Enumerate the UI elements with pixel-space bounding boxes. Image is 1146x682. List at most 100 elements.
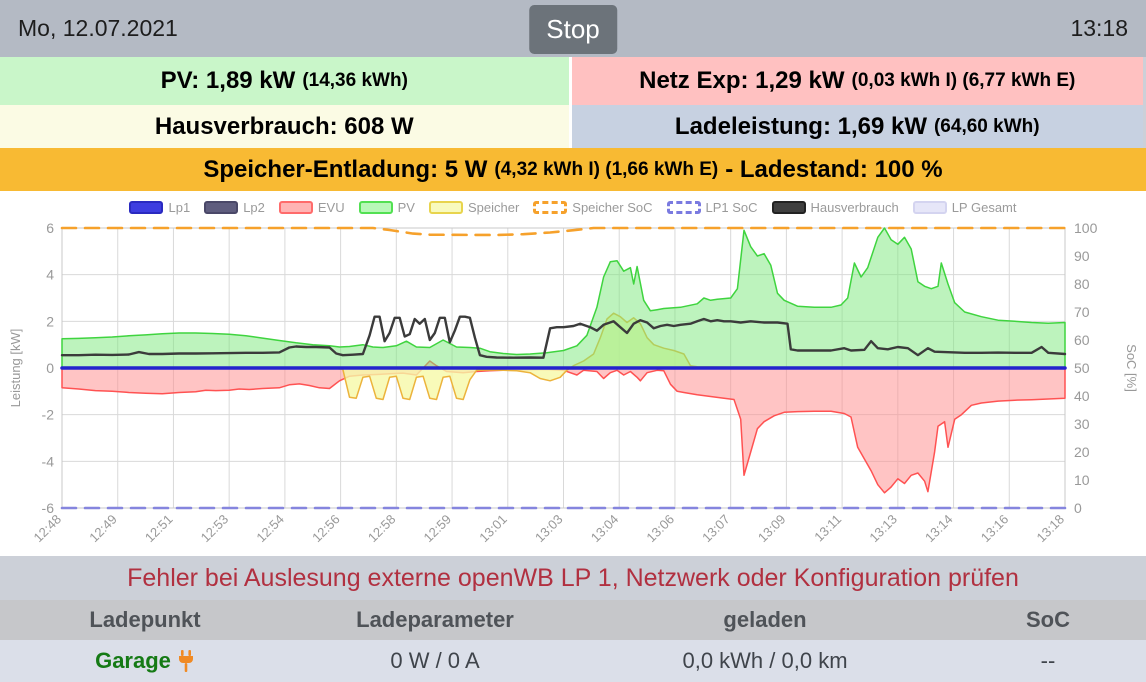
svg-text:50: 50 (1074, 360, 1090, 376)
svg-text:13:01: 13:01 (476, 512, 510, 546)
svg-text:-2: -2 (42, 407, 55, 423)
legend-item-lp1-soc[interactable]: LP1 SoC (666, 199, 758, 215)
svg-text:2: 2 (46, 313, 54, 329)
chargepoint-soc-value: -- (1040, 648, 1056, 673)
svg-text:12:59: 12:59 (421, 512, 455, 546)
battery-soc-value: - Ladestand: 100 % (725, 155, 943, 183)
status-grid-export-cell: Netz Exp: 1,29 kW (0,03 kWh I) (6,77 kWh… (571, 57, 1143, 105)
svg-text:12:56: 12:56 (309, 512, 343, 546)
legend-item-lp2[interactable]: Lp2 (204, 200, 265, 215)
svg-text:12:58: 12:58 (365, 512, 399, 546)
chargepoint-table-header: Ladepunkt Ladeparameter geladen SoC (0, 600, 1146, 640)
house-consumption-value: Hausverbrauch: 608 W (154, 112, 414, 140)
svg-text:0: 0 (46, 360, 54, 376)
legend-swatch (204, 200, 239, 214)
svg-text:13:14: 13:14 (922, 512, 956, 546)
chargepoint-params-value: 0 W / 0 A (390, 648, 480, 673)
battery-energy-value: (4,32 kWh I) (1,66 kWh E) (494, 158, 719, 180)
svg-text:100: 100 (1074, 220, 1098, 236)
svg-text:Leistung [kW]: Leistung [kW] (8, 329, 23, 408)
status-pv-cell: PV: 1,89 kW (14,36 kWh) (0, 57, 572, 105)
svg-text:13:07: 13:07 (699, 512, 733, 546)
svg-text:80: 80 (1074, 276, 1090, 292)
legend-item-speicher[interactable]: Speicher (428, 199, 520, 215)
svg-text:13:16: 13:16 (978, 512, 1012, 546)
pv-power-value: PV: 1,89 kW (160, 67, 296, 94)
svg-text:13:03: 13:03 (532, 512, 566, 546)
svg-text:-4: -4 (42, 453, 55, 469)
error-banner: Fehler bei Auslesung externe openWB LP 1… (0, 556, 1146, 600)
legend-swatch (912, 200, 947, 214)
svg-text:13:09: 13:09 (755, 512, 789, 546)
svg-text:12:53: 12:53 (198, 512, 232, 546)
stop-button[interactable]: Stop (529, 5, 617, 54)
chargepoint-charged-value: 0,0 kWh / 0,0 km (682, 648, 848, 673)
legend-label: Speicher (467, 199, 520, 215)
header-geladen: geladen (723, 607, 807, 632)
svg-text:-6: -6 (42, 500, 55, 516)
legend-swatch (428, 200, 463, 214)
legend-label: EVU (317, 199, 345, 215)
svg-text:0: 0 (1074, 500, 1082, 516)
status-battery-cell: Speicher-Entladung: 5 W (4,32 kWh I) (1,… (0, 148, 1146, 191)
power-soc-chart: 12:48 12:49 12:51 12:53 12:54 12:56 12:58 12:59… (8, 220, 1139, 546)
header-ladepunkt: Ladepunkt (89, 607, 201, 632)
legend-swatch (771, 200, 806, 214)
charged-energy-value: (64,60 kWh) (933, 115, 1040, 137)
legend-label: LP1 SoC (705, 199, 758, 215)
legend-item-speicher-soc[interactable]: Speicher SoC (533, 199, 653, 215)
svg-text:40: 40 (1074, 388, 1090, 404)
chargepoint-table: Ladepunkt Ladeparameter geladen SoC Gara… (0, 600, 1146, 682)
charge-power-value: Ladeleistung: 1,69 kW (674, 112, 927, 140)
svg-text:4: 4 (46, 267, 54, 283)
legend-label: Lp2 (243, 199, 265, 215)
svg-text:12:51: 12:51 (142, 512, 176, 546)
svg-text:13:06: 13:06 (643, 512, 677, 546)
legend-item-evu[interactable]: EVU (278, 199, 345, 215)
status-house-consumption-cell: Hausverbrauch: 608 W (0, 105, 572, 148)
svg-text:SoC [%]: SoC [%] (1124, 344, 1139, 392)
svg-text:10: 10 (1074, 472, 1090, 488)
chargepoint-name-label: Garage (95, 648, 171, 673)
svg-text:30: 30 (1074, 416, 1090, 432)
legend-item-hausverbrauch[interactable]: Hausverbrauch (771, 199, 899, 215)
grid-import-export-energy-value: (0,03 kWh I) (6,77 kWh E) (851, 70, 1076, 91)
grid-export-power-value: Netz Exp: 1,29 kW (639, 67, 845, 94)
topbar: Mo, 12.07.2021 Stop 13:18 (0, 0, 1146, 57)
legend-item-lp1[interactable]: Lp1 (129, 200, 190, 215)
battery-discharge-value: Speicher-Entladung: 5 W (203, 155, 488, 183)
svg-text:13:18: 13:18 (1034, 512, 1068, 546)
svg-text:20: 20 (1074, 444, 1090, 460)
svg-text:12:48: 12:48 (31, 512, 65, 546)
legend-label: LP Gesamt (951, 199, 1017, 215)
chargepoint-row: Garage 0 W / 0 A 0,0 kWh / 0,0 km -- (0, 640, 1146, 682)
svg-text:13:04: 13:04 (588, 512, 622, 546)
legend-swatch (533, 200, 568, 214)
legend-item-pv[interactable]: PV (358, 199, 415, 215)
svg-text:12:54: 12:54 (253, 512, 287, 546)
legend-label: Hausverbrauch (810, 199, 899, 215)
status-charge-power-cell: Ladeleistung: 1,69 kW (64,60 kWh) (571, 105, 1143, 148)
legend-label: Speicher SoC (572, 199, 653, 215)
legend-item-lp-gesamt[interactable]: LP Gesamt (912, 199, 1017, 215)
svg-text:13:11: 13:11 (811, 512, 844, 545)
clock-label: 13:18 (1070, 15, 1128, 41)
svg-text:60: 60 (1074, 332, 1090, 348)
legend-swatch (278, 200, 313, 214)
svg-text:90: 90 (1074, 248, 1090, 264)
date-label: Mo, 12.07.2021 (18, 15, 178, 41)
legend-label: PV (397, 199, 415, 215)
legend-swatch (129, 200, 164, 214)
svg-text:13:13: 13:13 (866, 512, 900, 546)
pv-energy-value: (14,36 kWh) (302, 70, 408, 91)
legend-swatch (666, 200, 701, 214)
chart-card: Lp1 Lp2 EVU PV Speicher Speicher SoC LP1 SoC Ha… (0, 191, 1146, 556)
legend-swatch (358, 200, 393, 214)
chart-legend: Lp1 Lp2 EVU PV Speicher Speicher SoC LP1 SoC Ha… (0, 195, 1146, 219)
header-ladeparameter: Ladeparameter (356, 607, 514, 632)
status-grid: PV: 1,89 kW (14,36 kWh) Netz Exp: 1,29 k… (0, 57, 1146, 191)
legend-label: Lp1 (168, 199, 191, 215)
chargepoint-name-button[interactable]: Garage (95, 648, 195, 674)
header-soc: SoC (1026, 607, 1070, 632)
plug-icon (178, 650, 193, 672)
